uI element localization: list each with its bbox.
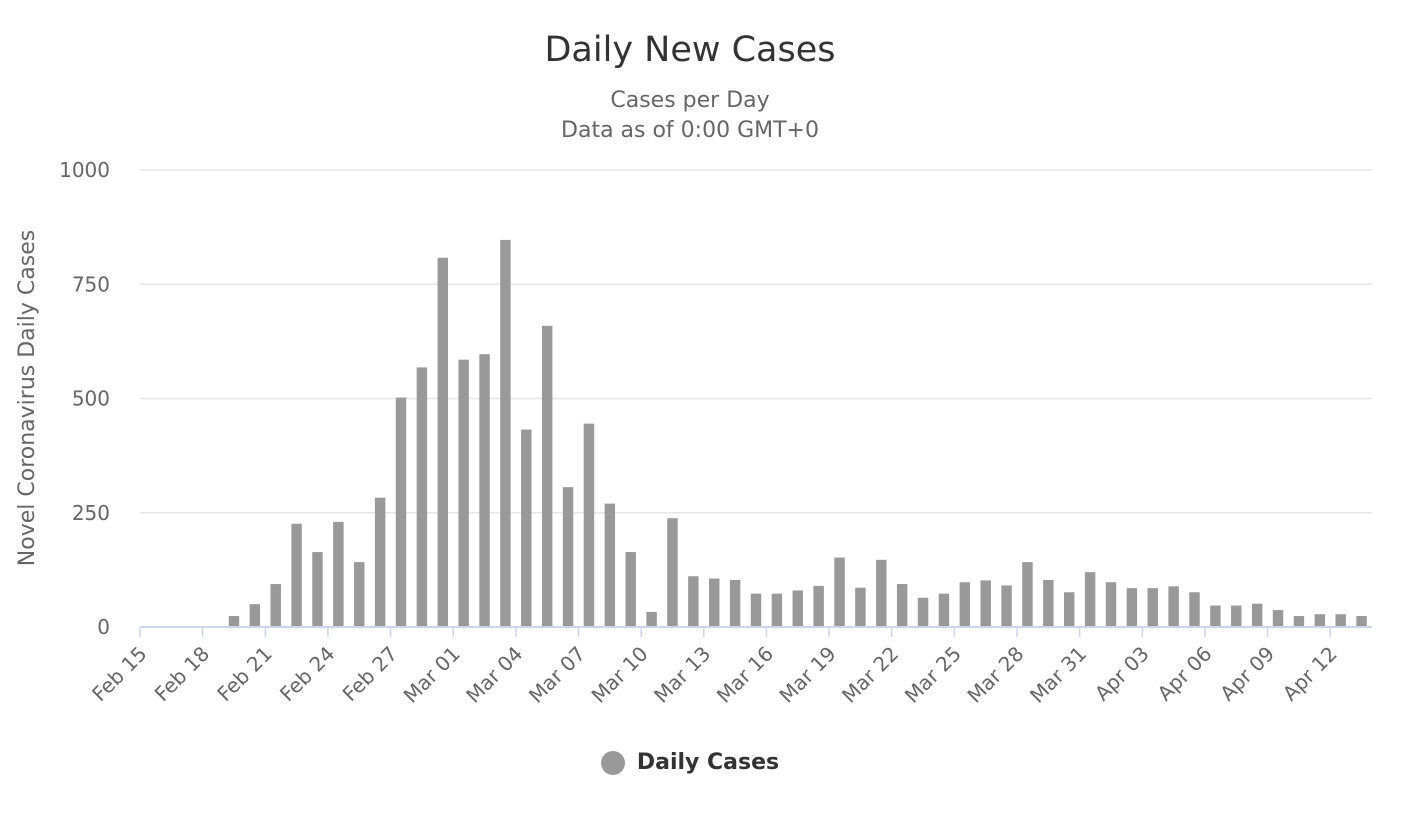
bar[interactable]: [792, 590, 803, 627]
bar[interactable]: [750, 593, 762, 627]
y-axis-title: Novel Coronavirus Daily Cases: [15, 230, 40, 566]
bar[interactable]: [729, 579, 741, 627]
bar[interactable]: [1251, 603, 1263, 627]
x-tick-label: Mar 19: [774, 642, 840, 708]
bar[interactable]: [354, 562, 365, 627]
y-tick-label: 0: [97, 615, 110, 639]
bar[interactable]: [917, 597, 929, 627]
bar[interactable]: [896, 584, 908, 627]
bar[interactable]: [938, 593, 950, 627]
bar[interactable]: [1147, 588, 1158, 627]
bar[interactable]: [1084, 572, 1096, 627]
bar[interactable]: [1022, 562, 1033, 627]
bar[interactable]: [458, 359, 469, 627]
x-tick-label: Feb 15: [87, 642, 152, 707]
bar[interactable]: [500, 239, 511, 627]
bar[interactable]: [249, 604, 261, 627]
bar[interactable]: [1105, 582, 1117, 627]
x-tick-label: Mar 31: [1025, 642, 1091, 708]
bar[interactable]: [834, 557, 845, 627]
bar[interactable]: [583, 423, 595, 627]
legend-marker-icon: [600, 750, 625, 775]
x-tick-label: Mar 16: [712, 642, 778, 708]
bar[interactable]: [959, 582, 971, 627]
bar[interactable]: [312, 552, 323, 627]
chart-subtitle-line-2: Data as of 0:00 GMT+0: [561, 118, 819, 143]
bar[interactable]: [541, 325, 553, 627]
x-tick-label: Apr 12: [1278, 642, 1342, 706]
x-tick-label: Mar 07: [524, 642, 590, 708]
bar[interactable]: [813, 585, 824, 627]
y-tick-label: 500: [72, 387, 110, 411]
bar[interactable]: [228, 616, 240, 627]
bar[interactable]: [646, 611, 657, 627]
x-tick-label: Mar 04: [461, 642, 527, 708]
x-tick-label: Mar 01: [399, 642, 465, 708]
bar[interactable]: [479, 354, 490, 627]
bar[interactable]: [1335, 614, 1346, 627]
bars: [186, 239, 1367, 627]
bar[interactable]: [876, 559, 887, 627]
legend-label[interactable]: Daily Cases: [636, 750, 780, 775]
bar[interactable]: [980, 580, 991, 627]
bar[interactable]: [1126, 588, 1138, 627]
bar[interactable]: [688, 576, 699, 627]
bar[interactable]: [1043, 579, 1054, 627]
x-tick-label: Mar 10: [587, 642, 653, 708]
bar[interactable]: [1168, 586, 1179, 627]
x-tick-label: Feb 27: [338, 642, 403, 707]
bar[interactable]: [562, 487, 574, 627]
legend[interactable]: Daily Cases: [0, 750, 1380, 779]
x-tick-label: Mar 28: [962, 642, 1028, 708]
x-tick-label: Feb 24: [275, 642, 340, 707]
bar[interactable]: [855, 587, 866, 627]
bar[interactable]: [1189, 592, 1200, 627]
bar[interactable]: [625, 552, 636, 627]
y-tick-label: 750: [72, 272, 110, 296]
chart-title: Daily New Cases: [544, 30, 836, 70]
bar[interactable]: [1001, 585, 1012, 627]
bar[interactable]: [1272, 610, 1284, 627]
x-tick-label: Feb 18: [150, 642, 215, 707]
bar[interactable]: [333, 521, 344, 627]
bar[interactable]: [395, 397, 407, 627]
bar[interactable]: [1210, 605, 1221, 627]
x-tick-label: Apr 03: [1090, 642, 1154, 706]
bar[interactable]: [291, 523, 302, 627]
bar[interactable]: [1293, 616, 1305, 627]
bar[interactable]: [1314, 614, 1326, 627]
bar[interactable]: [437, 257, 448, 627]
x-tick-label: Apr 06: [1153, 642, 1217, 706]
bar[interactable]: [604, 503, 616, 627]
bar[interactable]: [416, 367, 428, 627]
x-tick-label: Mar 22: [837, 642, 903, 708]
bar[interactable]: [1064, 592, 1075, 627]
bar[interactable]: [521, 429, 532, 627]
x-tick-label: Mar 13: [649, 642, 715, 708]
y-tick-label: 250: [72, 501, 110, 525]
bar[interactable]: [667, 518, 678, 627]
y-tick-label: 1000: [59, 158, 110, 182]
x-tick-label: Apr 09: [1215, 642, 1279, 706]
bar[interactable]: [270, 584, 281, 627]
bar[interactable]: [771, 593, 783, 627]
bar[interactable]: [1356, 616, 1367, 627]
x-tick-label: Feb 21: [212, 642, 277, 707]
gridlines: [140, 169, 1372, 514]
y-axis-ticks: 0 250 500 750 1000: [59, 158, 110, 639]
bar[interactable]: [374, 497, 386, 627]
bar[interactable]: [1231, 605, 1242, 627]
chart-subtitle-line-1: Cases per Day: [610, 88, 770, 113]
bar[interactable]: [709, 578, 720, 627]
x-tick-label: Mar 25: [900, 642, 966, 708]
